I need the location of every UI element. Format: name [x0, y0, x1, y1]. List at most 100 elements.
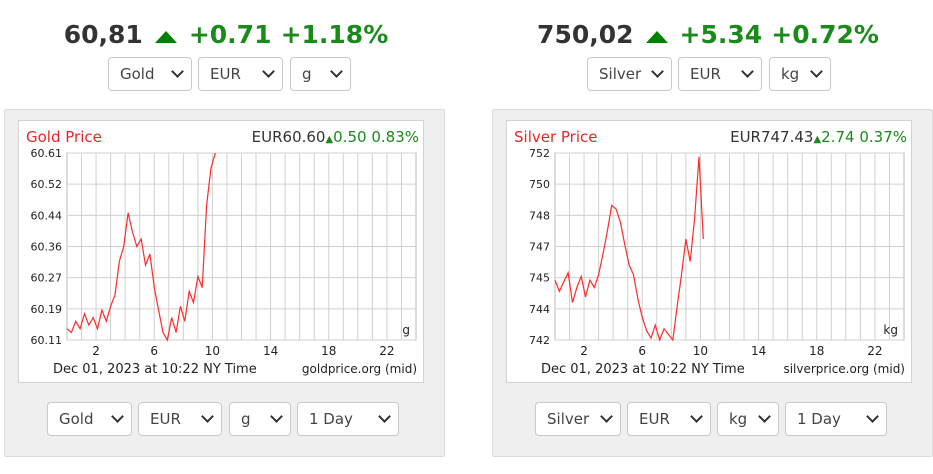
chart-date-label: Dec 01, 2023 at 10:22 NY Time	[541, 362, 745, 377]
chart-source-label: goldprice.org (mid)	[302, 362, 417, 376]
y-tick-label: 60.36	[31, 241, 63, 254]
metal-select[interactable]: Gold	[47, 402, 132, 436]
chart-quote: EUR747.43▲2.74 0.37%	[730, 128, 907, 146]
x-tick-label: 22	[379, 344, 394, 358]
unit-select[interactable]: g	[229, 402, 291, 436]
price-series-line	[554, 156, 704, 342]
select-value: EUR	[639, 410, 670, 428]
silver-price-chart: Silver Price EUR747.43▲2.74 0.37% 752 750 74…	[514, 128, 907, 377]
chevron-down-icon	[866, 410, 879, 423]
y-tick-label: 60.44	[31, 209, 63, 222]
silver-chart-panel: Silver Price EUR747.43▲2.74 0.37% 752 750 74…	[492, 109, 933, 457]
chevron-down-icon	[651, 65, 664, 78]
chevron-down-icon	[600, 410, 613, 423]
y-tick-label: 60.11	[31, 334, 63, 347]
currency-select[interactable]: EUR	[627, 402, 711, 436]
chevron-down-icon	[111, 410, 124, 423]
select-value: EUR	[210, 65, 241, 83]
y-tick-label: 745	[529, 272, 550, 285]
select-value: Silver	[547, 410, 590, 428]
chart-date-label: Dec 01, 2023 at 10:22 NY Time	[53, 362, 257, 377]
x-tick-label: 18	[809, 344, 824, 358]
period-select[interactable]: 1 Day	[785, 402, 887, 436]
silver-chart-box: Silver Price EUR747.43▲2.74 0.37% 752 750 74…	[506, 120, 912, 383]
price-series-line	[66, 152, 216, 342]
x-tick-label: 6	[150, 344, 158, 358]
unit-label: g	[402, 323, 410, 337]
chevron-down-icon	[758, 410, 771, 423]
gold-price-chart: Gold Price EUR60.60▲0.50 0.83% 60.61 60.52 6…	[26, 128, 419, 377]
chevron-down-icon	[810, 65, 823, 78]
y-tick-label: 60.19	[31, 303, 63, 316]
unit-select[interactable]: g	[290, 57, 351, 91]
y-tick-label: 748	[529, 209, 550, 222]
silver-change: +5.34	[679, 20, 763, 49]
period-select[interactable]: 1 Day	[297, 402, 399, 436]
select-value: kg	[781, 65, 800, 83]
gold-spot-price: 60,81	[63, 20, 143, 49]
gold-widget: 60,81 +0.71 +1.18% Gold EUR g Gold Price E…	[4, 0, 448, 474]
gold-chart-box: Gold Price EUR60.60▲0.50 0.83% 60.61 60.52 6…	[18, 120, 424, 383]
chart-quote: EUR60.60▲0.50 0.83%	[252, 128, 419, 146]
metal-select[interactable]: Gold	[108, 57, 192, 91]
gold-chart-panel: Gold Price EUR60.60▲0.50 0.83% 60.61 60.52 6…	[4, 109, 445, 457]
x-tick-label: 22	[867, 344, 882, 358]
y-tick-label: 744	[529, 303, 550, 316]
silver-price-header: 750,02 +5.34 +0.72%	[486, 20, 930, 49]
up-arrow-icon: ▲	[813, 134, 821, 145]
x-tick-label: 14	[751, 344, 766, 358]
select-value: Gold	[120, 65, 155, 83]
chevron-down-icon	[201, 410, 214, 423]
unit-label: kg	[883, 323, 898, 337]
currency-select[interactable]: EUR	[198, 57, 283, 91]
x-tick-label: 10	[205, 344, 220, 358]
chevron-down-icon	[690, 410, 703, 423]
silver-change-percent: +0.72%	[771, 20, 879, 49]
chevron-down-icon	[741, 65, 754, 78]
silver-spot-price: 750,02	[537, 20, 634, 49]
chevron-down-icon	[171, 65, 184, 78]
y-tick-label: 752	[529, 147, 550, 160]
select-value: EUR	[150, 410, 181, 428]
gold-change-percent: +1.18%	[280, 20, 389, 49]
unit-select[interactable]: kg	[717, 402, 779, 436]
y-tick-label: 60.52	[31, 178, 63, 191]
y-tick-label: 750	[529, 178, 550, 191]
quote-change: 0.50 0.83%	[333, 128, 419, 146]
y-tick-label: 747	[529, 241, 550, 254]
metal-select[interactable]: Silver	[587, 57, 672, 91]
silver-widget: 750,02 +5.34 +0.72% Silver EUR kg Silver …	[486, 0, 933, 474]
up-arrow-icon	[154, 30, 177, 43]
y-tick-label: 60.61	[31, 147, 63, 160]
metal-select[interactable]: Silver	[535, 402, 621, 436]
x-tick-label: 2	[92, 344, 100, 358]
currency-select[interactable]: EUR	[138, 402, 222, 436]
select-value: Gold	[59, 410, 94, 428]
x-tick-label: 18	[321, 344, 336, 358]
select-value: g	[302, 65, 312, 83]
gold-change: +0.71	[188, 20, 272, 49]
y-tick-label: 60.27	[31, 272, 63, 285]
select-value: Silver	[599, 65, 642, 83]
up-arrow-icon	[645, 30, 668, 43]
x-tick-label: 6	[638, 344, 646, 358]
currency-select[interactable]: EUR	[678, 57, 762, 91]
chevron-down-icon	[270, 410, 283, 423]
x-tick-label: 2	[580, 344, 588, 358]
select-value: EUR	[690, 65, 721, 83]
chevron-down-icon	[330, 65, 343, 78]
x-tick-label: 14	[263, 344, 278, 358]
up-arrow-icon: ▲	[325, 134, 333, 145]
chart-title: Gold Price	[26, 128, 102, 146]
select-value: g	[241, 410, 251, 428]
quote-price: EUR747.43	[730, 128, 813, 146]
gold-price-header: 60,81 +0.71 +1.18%	[4, 20, 448, 49]
unit-select[interactable]: kg	[769, 57, 831, 91]
y-tick-label: 742	[529, 334, 550, 347]
select-value: 1 Day	[797, 410, 841, 428]
quote-price: EUR60.60	[252, 128, 326, 146]
quote-change: 2.74 0.37%	[821, 128, 907, 146]
select-value: 1 Day	[309, 410, 353, 428]
chart-title: Silver Price	[514, 128, 598, 146]
chart-source-label: silverprice.org (mid)	[783, 362, 905, 376]
